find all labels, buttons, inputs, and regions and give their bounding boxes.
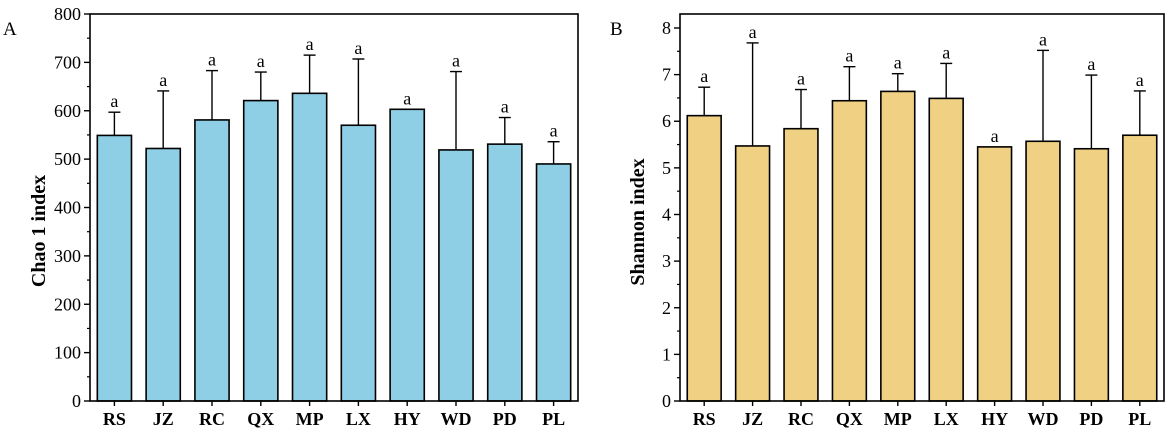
panel-b-significance-label-wd: a	[1039, 29, 1047, 49]
panel-a-x-tick-label-pl: PL	[542, 409, 565, 429]
panel-b-bar-hy	[976, 146, 1013, 402]
panel-b-x-tick-label-pd: PD	[1079, 409, 1103, 429]
panel-b-significance-label-jz: a	[749, 22, 757, 42]
panel-b-significance-label-qx: a	[845, 46, 853, 66]
panel-a-y-tick-label-3: 300	[54, 246, 81, 266]
panel-a-significance-label-hy: a	[403, 88, 411, 108]
panel-a-significance-label-rs: a	[110, 91, 118, 111]
panel-b-bar-pd	[1073, 147, 1110, 402]
panel-a-bar-pl	[535, 163, 572, 402]
panel-a-x-tick-label-lx: LX	[346, 409, 371, 429]
panel-b-significance-label-hy: a	[991, 126, 999, 146]
panel-a-y-tick-label-8: 800	[54, 4, 81, 24]
panel-a-bar-lx	[340, 124, 377, 402]
panel-a-significance-label-pl: a	[550, 121, 558, 141]
panel-a-y-tick-label-7: 700	[54, 52, 81, 72]
panel-a-x-tick-label-mp: MP	[296, 409, 324, 429]
panel-b-significance-label-rs: a	[700, 66, 708, 86]
panel-a-x-tick-label-rs: RS	[103, 409, 126, 429]
panel-b-y-tick-label-2: 2	[662, 298, 671, 318]
panel-b-y-tick-label-1: 1	[662, 344, 671, 364]
panel-a-bar-mp	[291, 92, 328, 402]
panel-b-y-tick-label-0: 0	[662, 391, 671, 411]
panel-a-significance-label-rc: a	[208, 50, 216, 70]
panel-a-significance-label-lx: a	[354, 38, 362, 58]
panel-a-y-tick-label-4: 400	[54, 198, 81, 218]
panel-b-axes-frame	[679, 13, 1165, 402]
panel-b-significance-label-pl: a	[1136, 70, 1144, 90]
panel-a-x-tick-label-hy: HY	[394, 409, 421, 429]
panel-b-bar-rs	[686, 114, 722, 402]
panel-a-significance-label-qx: a	[257, 51, 265, 71]
panel-a: A Chao 1 index aRSaJZaRCaQXaMPaLXaHYaWDa…	[3, 4, 579, 429]
panel-a-y-tick-label-6: 600	[54, 101, 81, 121]
panel-a-x-tick-label-rc: RC	[199, 409, 225, 429]
panel-a-bar-hy	[389, 108, 426, 402]
panel-b-bar-jz	[734, 145, 771, 402]
panel-a-bar-jz	[145, 147, 182, 402]
panel-a-bar-rc	[194, 119, 230, 402]
panel-b-significance-label-rc: a	[797, 69, 805, 89]
panel-b-x-tick-label-qx: QX	[836, 409, 863, 429]
panel-b-y-tick-label-5: 5	[662, 158, 671, 178]
panel-b-bar-rc	[783, 127, 819, 402]
panel-b-y-tick-label-7: 7	[662, 65, 671, 85]
panel-a-bar-rs	[96, 134, 133, 402]
panel-b-x-tick-label-lx: LX	[934, 409, 959, 429]
panel-b-x-tick-label-jz: JZ	[742, 409, 763, 429]
panel-b-y-tick-label-3: 3	[662, 251, 671, 271]
panel-b-y-tick-label-6: 6	[662, 111, 671, 131]
panel-a-significance-label-mp: a	[306, 34, 314, 54]
panel-b-x-tick-label-rc: RC	[788, 409, 814, 429]
panel-b: B Shannon index a RS a JZ a RC a QX a MP a LX a HY a WD…	[610, 13, 1165, 429]
panel-b-plot-area: a RS a JZ a RC a QX a MP a LX a HY a WD a PD a PL 0 1 2 3 4 5 6 7 8	[662, 13, 1165, 429]
panel-b-bar-mp	[880, 90, 916, 402]
panel-a-x-tick-label-qx: QX	[247, 409, 274, 429]
panel-b-y-tick-label-4: 4	[662, 204, 671, 224]
panel-b-significance-label-pd: a	[1087, 54, 1095, 74]
panel-a-plot-area: a RS a JZ a RC a QX a MP a LX a HY a WD a PD a PL 0 100 200 300…	[54, 4, 579, 429]
panel-a-bar-qx	[242, 99, 279, 402]
panel-a-bar-wd	[438, 149, 474, 402]
panel-a-x-tick-label-jz: JZ	[153, 409, 174, 429]
panel-a-bar-pd	[486, 143, 523, 402]
panel-a-letter: A	[3, 19, 17, 40]
panel-b-bar-pl	[1122, 134, 1158, 402]
panel-b-x-tick-label-mp: MP	[884, 409, 912, 429]
panel-b-x-tick-label-wd: WD	[1028, 409, 1059, 429]
panel-a-y-tick-label-5: 500	[54, 149, 81, 169]
panel-a-x-tick-label-wd: WD	[441, 409, 472, 429]
panel-b-bar-wd	[1025, 140, 1061, 402]
panel-b-x-tick-label-rs: RS	[693, 409, 716, 429]
panel-a-axes-frame	[89, 13, 579, 402]
panel-a-x-tick-label-pd: PD	[493, 409, 517, 429]
panel-b-significance-label-lx: a	[942, 42, 950, 62]
panel-b-letter: B	[610, 19, 623, 40]
panel-a-significance-label-pd: a	[501, 97, 509, 117]
panel-b-bar-lx	[928, 97, 964, 402]
panel-b-y-axis-title: Shannon index	[627, 158, 649, 285]
panel-a-significance-label-wd: a	[452, 51, 460, 71]
panel-b-bar-qx	[831, 99, 868, 402]
panel-b-x-tick-label-hy: HY	[981, 409, 1008, 429]
panel-a-y-axis-title: Chao 1 index	[28, 175, 50, 287]
panel-b-x-tick-label-pl: PL	[1128, 409, 1151, 429]
panel-a-y-tick-label-1: 100	[54, 343, 81, 363]
panel-b-significance-label-mp: a	[894, 53, 902, 73]
panel-a-y-tick-label-0: 0	[72, 391, 81, 411]
panel-b-y-tick-label-8: 8	[662, 18, 671, 38]
panel-a-y-tick-label-2: 200	[54, 294, 81, 314]
panel-a-significance-label-jz: a	[159, 70, 167, 90]
